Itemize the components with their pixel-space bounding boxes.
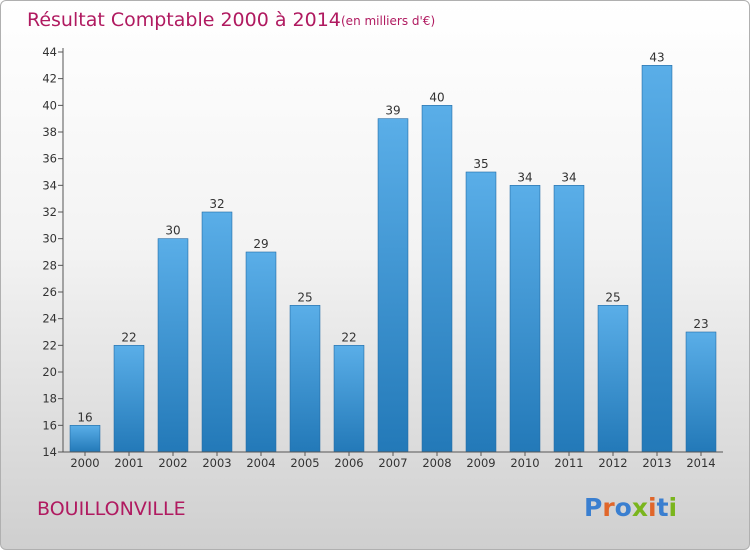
x-tick-label: 2000 <box>70 456 99 470</box>
bar-value-label: 22 <box>341 330 356 344</box>
bar <box>69 425 101 453</box>
chart-title: Résultat Comptable 2000 à 2014 <box>27 9 341 31</box>
bar-value-label: 43 <box>649 50 664 64</box>
y-axis: 14 16 18 20 22 24 26 28 30 32 34 36 38 40 42 44 <box>42 45 64 459</box>
proxiti-logo: Proxiti <box>584 493 677 522</box>
bar <box>333 345 365 453</box>
logo-letter: r <box>602 493 615 522</box>
bar-value-label: 32 <box>209 197 224 211</box>
x-tick-label: 2004 <box>246 456 275 470</box>
y-tick-label: 38 <box>42 125 57 139</box>
bar-value-label: 40 <box>429 90 444 104</box>
bars: 16 22 30 32 29 25 22 39 40 35 34 34 25 43 23 <box>69 50 717 453</box>
bar-value-label: 29 <box>253 237 268 251</box>
bar <box>421 105 453 453</box>
bar <box>553 185 585 453</box>
x-tick-label: 2014 <box>686 456 715 470</box>
bar <box>157 238 189 453</box>
x-tick-label: 2001 <box>114 456 143 470</box>
bar-value-label: 35 <box>473 157 488 171</box>
x-tick-label: 2007 <box>378 456 407 470</box>
y-tick-label: 26 <box>42 285 57 299</box>
bar-value-label: 25 <box>605 290 620 304</box>
bar <box>377 118 409 453</box>
logo-letter: i <box>669 493 678 522</box>
y-tick-label: 24 <box>42 312 57 326</box>
bar <box>641 65 673 453</box>
x-tick-label: 2003 <box>202 456 231 470</box>
chart-subtitle: (en milliers d'€) <box>341 14 435 28</box>
logo-letter: P <box>584 493 602 522</box>
bar <box>685 331 717 453</box>
x-tick-label: 2008 <box>422 456 451 470</box>
bar <box>509 185 541 453</box>
logo-letter: i <box>648 493 657 522</box>
y-tick-label: 30 <box>42 232 57 246</box>
logo-letter: o <box>615 493 632 522</box>
bar <box>289 305 321 453</box>
bar-value-label: 23 <box>693 317 708 331</box>
x-tick-label: 2012 <box>598 456 627 470</box>
x-tick-label: 2006 <box>334 456 363 470</box>
bar-value-label: 30 <box>165 224 180 238</box>
commune-name: BOUILLONVILLE <box>37 498 186 520</box>
bar <box>597 305 629 453</box>
y-tick-label: 16 <box>42 418 57 432</box>
y-tick-label: 42 <box>42 72 57 86</box>
y-tick-label: 22 <box>42 338 57 352</box>
bar-value-label: 34 <box>561 170 576 184</box>
x-tick-label: 2010 <box>510 456 539 470</box>
y-tick-label: 14 <box>42 445 57 459</box>
bar-value-label: 34 <box>517 170 532 184</box>
bar-value-label: 25 <box>297 290 312 304</box>
logo-letter: t <box>657 493 669 522</box>
bar-value-label: 39 <box>385 104 400 118</box>
x-tick-label: 2011 <box>554 456 583 470</box>
y-tick-label: 20 <box>42 365 57 379</box>
x-tick-label: 2013 <box>642 456 671 470</box>
y-tick-label: 28 <box>42 258 57 272</box>
bar <box>201 211 233 453</box>
y-tick-label: 34 <box>42 178 57 192</box>
bar-value-label: 16 <box>77 410 92 424</box>
x-tick-label: 2005 <box>290 456 319 470</box>
bar <box>113 345 145 453</box>
bar-value-label: 22 <box>121 330 136 344</box>
bar <box>245 251 277 453</box>
y-tick-label: 40 <box>42 98 57 112</box>
x-axis: 2000 2001 2002 2003 2004 2005 2006 2007 2008 2009… <box>63 451 723 470</box>
logo-letter: x <box>632 493 648 522</box>
x-tick-label: 2002 <box>158 456 187 470</box>
y-tick-label: 44 <box>42 45 57 59</box>
y-tick-label: 36 <box>42 152 57 166</box>
x-tick-label: 2009 <box>466 456 495 470</box>
y-tick-label: 32 <box>42 205 57 219</box>
bar <box>465 171 497 453</box>
y-tick-label: 18 <box>42 392 57 406</box>
